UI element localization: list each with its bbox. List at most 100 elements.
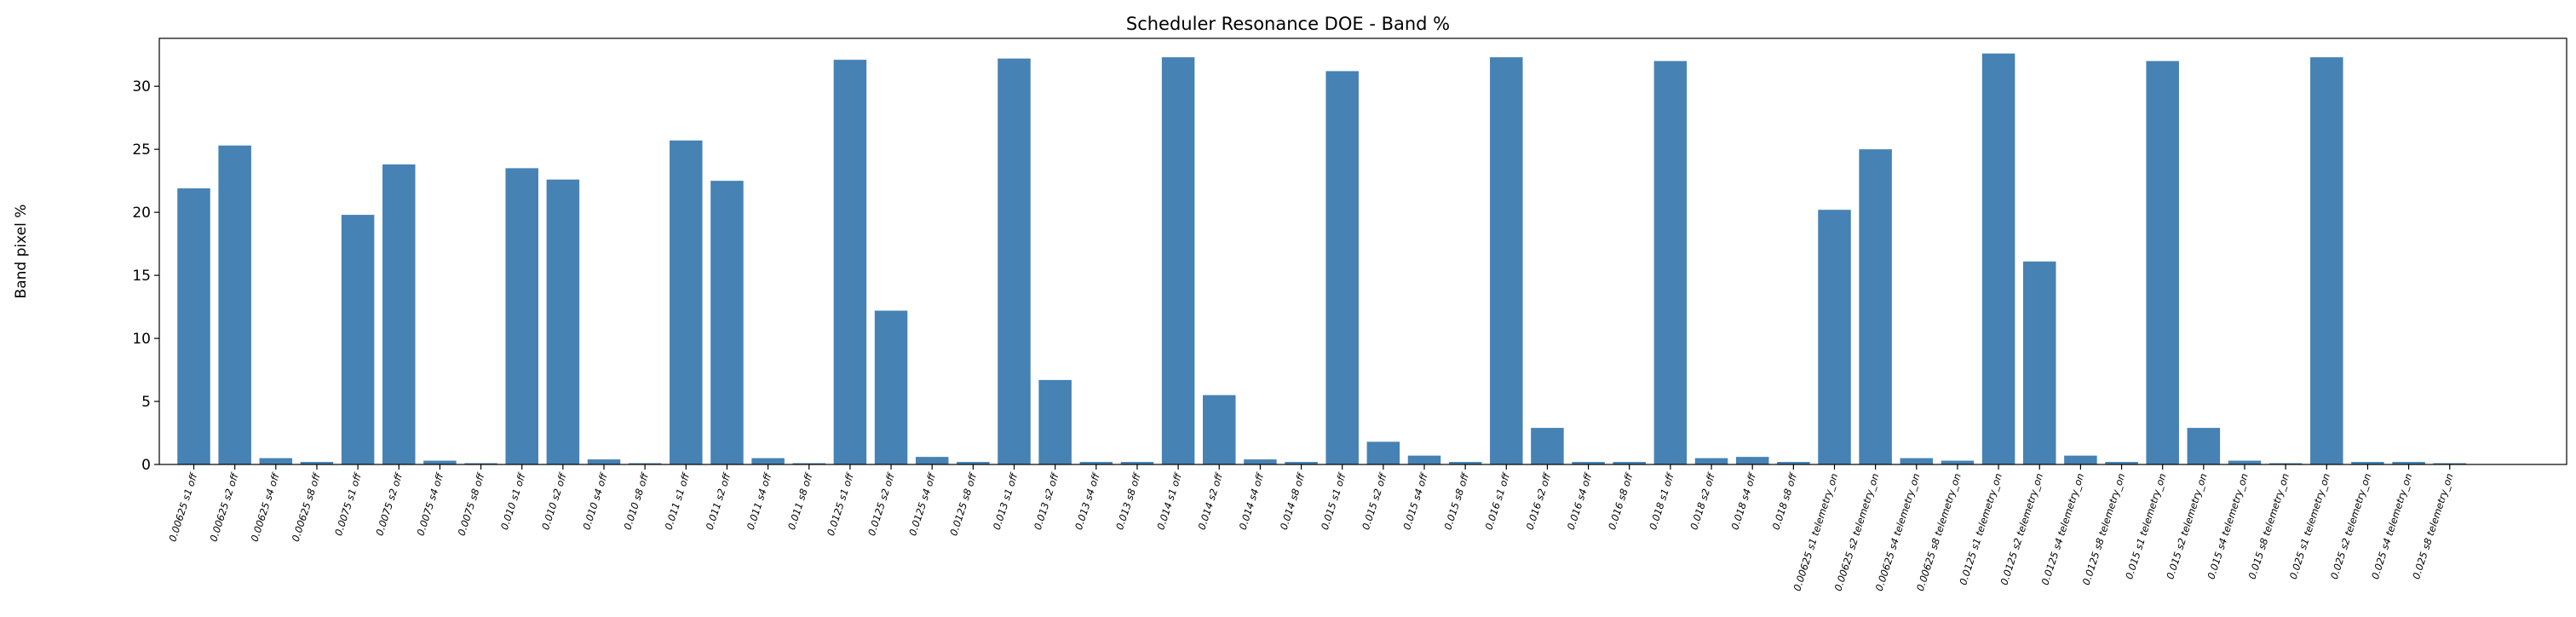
bars-group <box>177 53 2466 465</box>
x-tick-label: 0.015 s1 telemetry_on <box>2123 472 2168 581</box>
bar <box>300 462 334 464</box>
y-tick-label: 10 <box>132 331 151 348</box>
x-tick-label: 0.00625 s2 telemetry_on <box>1832 472 1882 593</box>
bar <box>1079 462 1113 464</box>
x-tick-label: 0.00625 s1 off <box>166 470 200 543</box>
y-axis-label: Band pixel % <box>13 205 30 299</box>
bar <box>423 460 457 464</box>
x-tick-label: 0.0125 s1 telemetry_on <box>1957 472 2004 587</box>
x-tick-label: 0.011 s2 off <box>704 470 733 531</box>
x-tick-label: 0.0125 s4 off <box>906 470 938 537</box>
bar <box>1572 462 1605 464</box>
x-tick-label: 0.015 s4 telemetry_on <box>2205 472 2250 581</box>
x-tick-label: 0.025 s1 telemetry_on <box>2287 472 2332 581</box>
bar <box>2064 455 2097 464</box>
x-tick-label: 0.011 s4 off <box>745 470 774 531</box>
bar <box>1120 462 1154 464</box>
bar <box>587 459 621 464</box>
bar <box>751 458 785 464</box>
bar <box>1818 210 1851 465</box>
x-tick-label: 0.013 s8 off <box>1113 470 1143 531</box>
bar <box>1531 428 1564 464</box>
y-tick-label: 5 <box>141 394 151 411</box>
bar <box>1859 149 1892 464</box>
x-tick-label: 0.00625 s1 telemetry_on <box>1791 472 1840 593</box>
x-tick-label: 0.015 s8 telemetry_on <box>2246 472 2291 581</box>
x-tick-label: 0.0125 s8 telemetry_on <box>2080 472 2128 587</box>
x-tick-label: 0.010 s2 off <box>539 470 569 531</box>
x-tick-label: 0.0075 s8 off <box>456 470 487 537</box>
x-tick-label: 0.014 s8 off <box>1278 470 1308 531</box>
y-tick-label: 20 <box>132 205 151 222</box>
bar <box>259 458 293 464</box>
x-tick-label: 0.014 s1 off <box>1154 470 1184 531</box>
y-tick-label: 0 <box>141 457 151 474</box>
bar <box>505 168 538 464</box>
bar <box>1366 441 1400 464</box>
x-tick-label: 0.0075 s1 off <box>332 470 364 537</box>
y-tick-label: 15 <box>132 268 151 285</box>
bar <box>2310 57 2343 465</box>
bar <box>1244 459 1277 464</box>
x-tick-label: 0.016 s8 off <box>1606 470 1636 531</box>
bar <box>2228 460 2262 464</box>
bar <box>1448 462 1482 464</box>
x-tick-label: 0.011 s1 off <box>663 470 693 531</box>
chart-title: Scheduler Resonance DOE - Band % <box>1126 14 1450 34</box>
x-tick-label: 0.013 s4 off <box>1072 470 1102 531</box>
x-tick-label: 0.025 s2 telemetry_on <box>2328 472 2373 581</box>
x-tick-label: 0.00625 s2 off <box>207 470 241 543</box>
bar <box>341 215 375 464</box>
x-tick-label: 0.013 s1 off <box>991 470 1021 531</box>
x-tick-label: 0.015 s2 off <box>1360 470 1389 531</box>
bar <box>1161 57 1195 465</box>
x-tick-label: 0.013 s2 off <box>1032 470 1061 531</box>
plot-frame <box>158 37 2567 465</box>
x-tick-label: 0.010 s8 off <box>621 470 651 531</box>
bar <box>1613 462 1646 464</box>
bar <box>2023 261 2056 464</box>
bar <box>874 310 908 464</box>
bar <box>382 164 416 464</box>
bar <box>670 140 703 464</box>
bar <box>1285 462 1318 464</box>
bar <box>1900 458 1934 464</box>
x-tick-label: 0.0125 s1 off <box>825 470 856 537</box>
x-tick-label: 0.016 s2 off <box>1524 470 1554 531</box>
bar <box>177 188 210 464</box>
x-tick-label: 0.014 s4 off <box>1237 470 1267 531</box>
x-tick-label: 0.025 s8 telemetry_on <box>2410 472 2455 581</box>
x-tick-label: 0.018 s1 off <box>1647 470 1676 531</box>
bar <box>1981 53 2015 465</box>
bar <box>957 462 990 464</box>
x-tick-label: 0.0125 s2 telemetry_on <box>1998 472 2045 587</box>
x-tick-label: 0.0125 s8 off <box>947 470 979 537</box>
bar <box>1490 57 1523 465</box>
y-axis-ticks: 0 5 10 15 20 25 30 <box>132 78 159 474</box>
x-tick-label: 0.00625 s8 off <box>290 470 324 543</box>
x-tick-label: 0.0075 s2 off <box>373 470 405 537</box>
bar <box>710 181 744 464</box>
x-tick-label: 0.015 s1 off <box>1319 470 1348 531</box>
x-tick-label: 0.025 s4 telemetry_on <box>2369 472 2414 581</box>
x-tick-label: 0.0125 s4 telemetry_on <box>2039 472 2087 587</box>
bar <box>1694 458 1728 464</box>
x-tick-label: 0.011 s8 off <box>785 470 815 531</box>
bar <box>2351 462 2384 464</box>
bar <box>1325 71 1359 464</box>
bar <box>1777 462 1810 464</box>
bar <box>2146 61 2179 464</box>
x-tick-label: 0.00625 s4 telemetry_on <box>1873 472 1923 593</box>
x-tick-label: 0.015 s8 off <box>1441 470 1471 531</box>
bar <box>833 60 867 465</box>
x-tick-label: 0.0125 s2 off <box>865 470 897 537</box>
bar <box>2105 462 2138 464</box>
bar <box>1038 379 1072 464</box>
bar <box>1735 457 1769 464</box>
x-tick-label: 0.018 s2 off <box>1688 470 1717 531</box>
x-tick-label: 0.010 s4 off <box>580 470 610 531</box>
x-tick-label: 0.014 s2 off <box>1196 470 1226 531</box>
bar <box>2187 428 2221 464</box>
